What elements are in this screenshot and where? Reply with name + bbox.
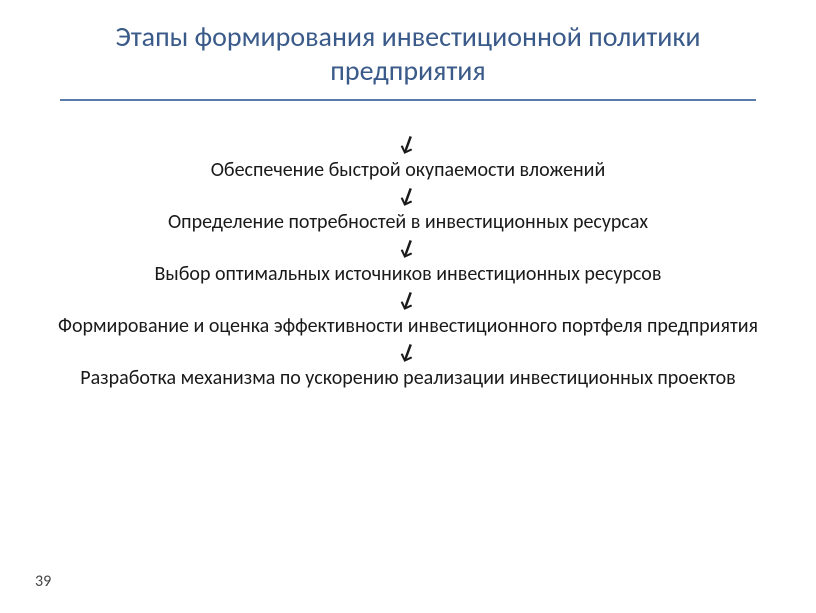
page-title: Этапы формирования инвестиционной полити…	[50, 20, 766, 87]
arrow-icon: ↓	[395, 286, 421, 313]
step-item: Обеспечение быстрой окупаемости вложений	[211, 157, 606, 183]
step-item: Выбор оптимальных источников инвестицион…	[155, 261, 662, 287]
arrow-icon: ↓	[395, 182, 421, 209]
arrow-icon: ↓	[395, 130, 421, 157]
title-divider	[60, 99, 756, 101]
flow-container: ↓ Обеспечение быстрой окупаемости вложен…	[50, 131, 766, 391]
arrow-icon: ↓	[395, 234, 421, 261]
step-item: Формирование и оценка эффективности инве…	[58, 313, 758, 339]
arrow-icon: ↓	[395, 338, 421, 365]
page-number: 39	[35, 572, 51, 591]
step-item: Разработка механизма по ускорению реализ…	[80, 365, 735, 391]
step-item: Определение потребностей в инвестиционны…	[168, 209, 648, 235]
